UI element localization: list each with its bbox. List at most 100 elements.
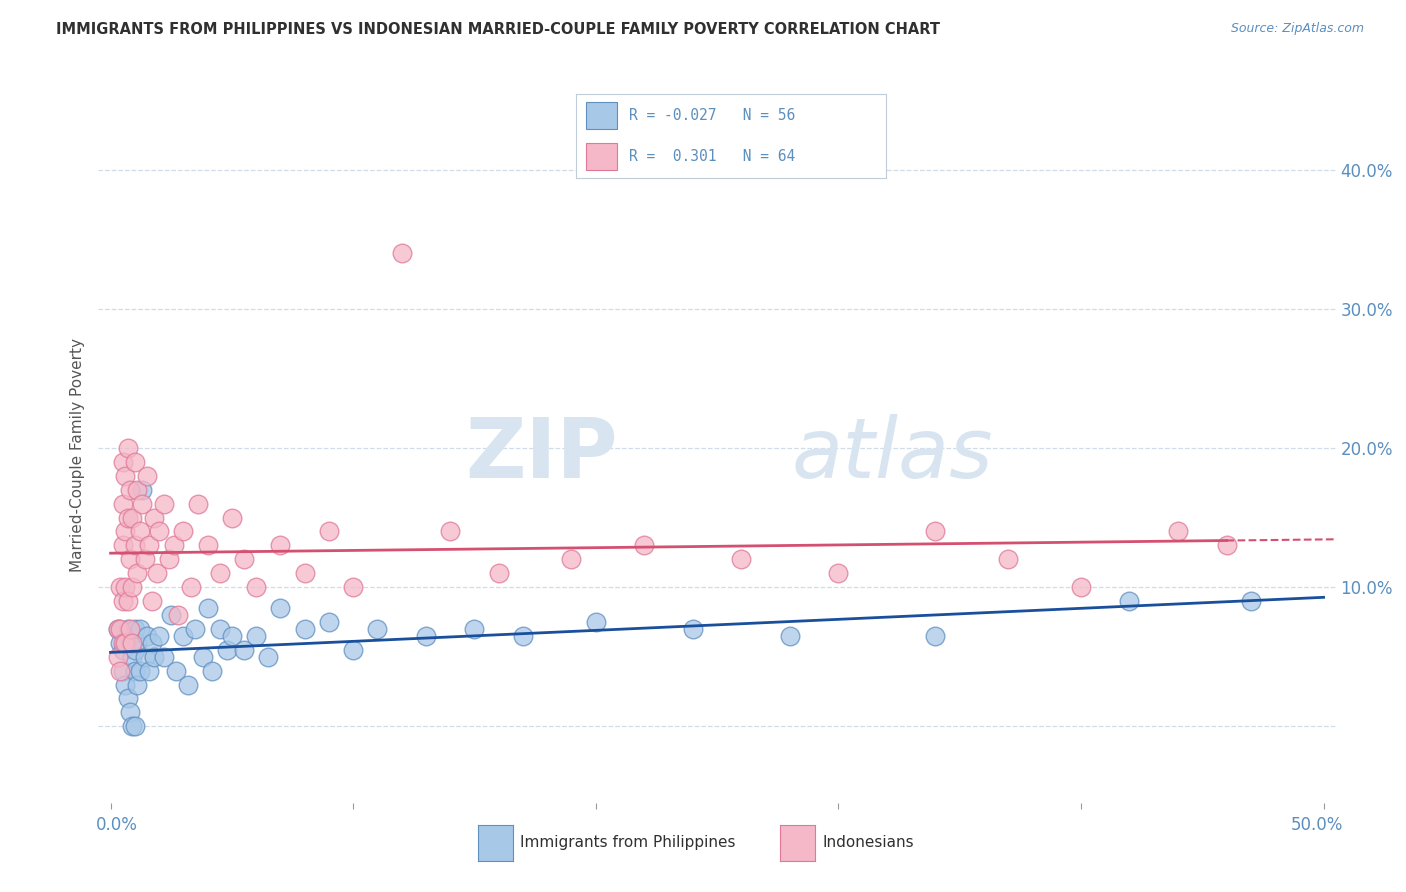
Point (136, 629, 159, 643)
Point (134, 649, 156, 664)
Point (342, 580, 364, 594)
Text: 0.0%: 0.0% (96, 816, 138, 834)
Point (512, 629, 534, 643)
Point (633, 538, 655, 552)
Point (110, 636, 132, 650)
Point (111, 455, 134, 469)
Point (124, 719, 146, 733)
Point (143, 649, 166, 664)
Point (114, 468, 136, 483)
Text: ZIP: ZIP (465, 415, 619, 495)
Point (924, 524, 946, 539)
Point (114, 677, 136, 691)
Point (215, 642, 238, 657)
Point (111, 664, 134, 678)
Point (342, 642, 364, 657)
Point (997, 552, 1019, 566)
Point (124, 622, 146, 636)
Point (162, 538, 184, 552)
Point (121, 719, 143, 733)
Point (124, 538, 146, 552)
Point (439, 524, 461, 539)
Point (114, 636, 136, 650)
Text: Immigrants from Philippines: Immigrants from Philippines (520, 836, 735, 850)
Point (121, 510, 143, 524)
Point (682, 622, 704, 636)
Point (143, 510, 166, 524)
Point (117, 594, 139, 608)
Point (117, 441, 139, 455)
Point (141, 636, 163, 650)
Point (269, 601, 291, 615)
Point (127, 566, 149, 581)
Point (1118, 594, 1140, 608)
Point (114, 524, 136, 539)
Point (111, 538, 134, 552)
Point (221, 629, 243, 643)
Point (111, 642, 134, 657)
Point (124, 455, 146, 469)
Point (294, 566, 316, 581)
Point (560, 552, 582, 566)
Point (107, 649, 129, 664)
Point (127, 677, 149, 691)
Point (121, 580, 143, 594)
Point (118, 483, 141, 497)
Point (208, 622, 231, 636)
Point (269, 538, 291, 552)
Point (117, 510, 139, 524)
Point (827, 566, 849, 581)
Point (157, 552, 180, 566)
Text: R = -0.027   N = 56: R = -0.027 N = 56 (628, 108, 796, 123)
Point (1070, 580, 1092, 594)
Point (201, 664, 224, 678)
Point (111, 636, 134, 650)
Point (118, 706, 141, 720)
Point (117, 691, 139, 706)
Point (138, 664, 160, 678)
Point (1240, 594, 1263, 608)
Point (134, 552, 156, 566)
Point (127, 636, 149, 650)
FancyBboxPatch shape (586, 143, 617, 169)
Point (318, 524, 340, 539)
Point (184, 622, 207, 636)
Point (488, 566, 510, 581)
Point (391, 246, 413, 260)
Point (318, 615, 340, 629)
Text: atlas: atlas (792, 415, 993, 495)
Point (128, 664, 150, 678)
Point (124, 664, 146, 678)
Point (131, 483, 153, 497)
Point (257, 649, 280, 664)
Point (245, 580, 267, 594)
FancyBboxPatch shape (586, 103, 617, 129)
Point (197, 538, 219, 552)
Point (294, 622, 316, 636)
Point (127, 483, 149, 497)
Point (153, 497, 176, 511)
Point (366, 622, 388, 636)
Point (730, 552, 752, 566)
Point (221, 510, 243, 524)
Point (172, 629, 194, 643)
Point (145, 566, 167, 581)
Point (131, 497, 153, 511)
Point (153, 649, 176, 664)
Point (121, 636, 143, 650)
Point (165, 664, 187, 678)
Point (128, 524, 150, 539)
Point (585, 615, 607, 629)
Point (121, 649, 143, 664)
Point (177, 677, 200, 691)
Point (160, 607, 183, 622)
Point (924, 629, 946, 643)
Point (191, 649, 214, 664)
Point (110, 664, 132, 678)
Point (233, 552, 256, 566)
Point (136, 468, 159, 483)
Point (110, 622, 132, 636)
Point (208, 566, 231, 581)
Point (118, 622, 141, 636)
Point (245, 629, 267, 643)
